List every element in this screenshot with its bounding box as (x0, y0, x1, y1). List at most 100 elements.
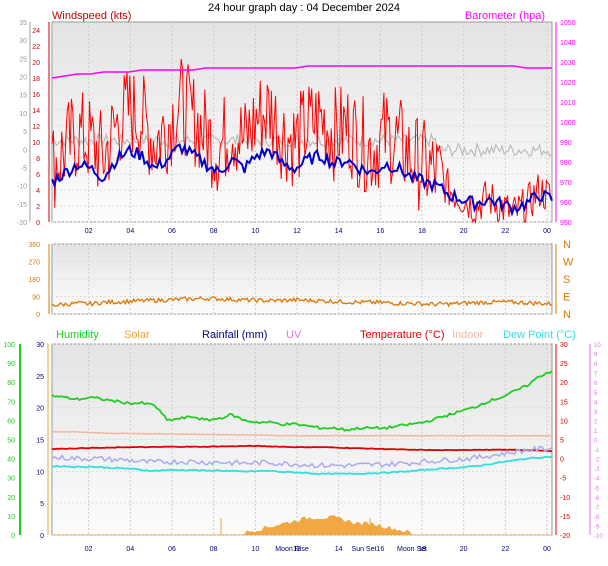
humidity-tick-label: 90 (7, 361, 15, 368)
compass-tick-label: S (563, 274, 570, 286)
right-axis-tick-label: 970 (560, 180, 572, 187)
temp-tick-label: 15 (560, 399, 568, 406)
right-axis-tick-label: 980 (560, 160, 572, 167)
compass-tick-label: E (563, 292, 570, 304)
temp-tick-label: -5 (560, 476, 566, 483)
humidity-tick-label: 70 (7, 399, 15, 406)
temp-tick-label: 20 (560, 380, 568, 387)
left-axis-tick-label: 12 (32, 124, 40, 131)
series-barometer-line (51, 65, 552, 79)
legend-label: Temperature (°C) (360, 329, 444, 341)
series-windspeed-line (51, 58, 553, 224)
temp-tick-label: 10 (560, 418, 568, 425)
uv-tick-label: -7 (594, 505, 600, 511)
uv-tick-label: 0 (594, 439, 598, 445)
x-tick-label: 16 (376, 546, 384, 553)
right-axis-title: Barometer (hpa) (465, 10, 545, 22)
outer-left-tick-label: 25 (19, 56, 27, 63)
uv-tick-label: -8 (594, 515, 600, 521)
x-tick-label: 22 (501, 546, 509, 553)
event-annotation: Sun Set (352, 546, 377, 553)
legend-label: Indoor (452, 329, 484, 341)
outer-left-tick-label: 0 (23, 147, 27, 154)
uv-tick-label: -2 (594, 458, 600, 464)
x-tick-label: 12 (293, 228, 301, 235)
temp-tick-label: 30 (560, 342, 568, 349)
x-tick-label: 14 (335, 546, 343, 553)
temp-tick-label: -10 (560, 495, 570, 502)
humidity-tick-label: 30 (7, 476, 15, 483)
x-tick-label: 22 (501, 228, 509, 235)
left-axis-tick-label: 22 (32, 44, 40, 51)
left-axis-tick-label: 10 (32, 140, 40, 147)
series-dewpoint-line (51, 455, 553, 476)
rain-tick-label: 20 (36, 406, 44, 413)
x-tick-label: 20 (460, 546, 468, 553)
outer-left-tick-label: 10 (19, 111, 27, 118)
left-axis-tick-label: 180 (28, 277, 40, 284)
x-tick-label: 02 (85, 228, 93, 235)
left-axis-tick-label: 24 (32, 28, 40, 35)
rain-tick-label: 10 (36, 469, 44, 476)
x-tick-label: 04 (126, 228, 134, 235)
humidity-tick-label: 0 (11, 533, 15, 540)
uv-tick-label: 9 (594, 353, 598, 359)
uv-tick-label: 6 (594, 381, 598, 387)
legend-label: UV (286, 329, 302, 341)
outer-left-tick-label: 5 (23, 129, 27, 136)
uv-tick-label: -10 (594, 534, 603, 540)
plot-area (51, 21, 553, 223)
temp-tick-label: 0 (560, 457, 564, 464)
legend-label: Humidity (56, 329, 99, 341)
outer-left-tick-label: -5 (21, 165, 27, 172)
legend-label: Rainfall (mm) (202, 329, 267, 341)
series-wind-direction-line (51, 295, 553, 308)
outer-left-tick-label: 30 (19, 38, 27, 45)
left-axis-tick-label: 16 (32, 92, 40, 99)
rain-tick-label: 15 (36, 438, 44, 445)
uv-tick-label: 4 (594, 400, 598, 406)
right-axis-tick-label: 1000 (560, 120, 576, 127)
uv-tick-label: -5 (594, 486, 600, 492)
outer-left-tick-label: 20 (19, 75, 27, 82)
left-axis-tick-label: 20 (32, 60, 40, 67)
x-tick-label: 02 (85, 546, 93, 553)
left-axis-tick-label: 4 (36, 188, 40, 195)
x-tick-label: 06 (168, 228, 176, 235)
event-annotation: Moon Rise (275, 546, 309, 553)
uv-tick-label: -4 (594, 477, 600, 483)
humidity-tick-label: 80 (7, 380, 15, 387)
x-tick-label: 16 (376, 228, 384, 235)
x-tick-label: 14 (335, 228, 343, 235)
x-tick-label: 10 (251, 546, 259, 553)
temp-tick-label: -15 (560, 514, 570, 521)
right-axis-tick-label: 1010 (560, 100, 576, 107)
series-indoor-line (51, 431, 553, 437)
temp-humidity-panel: Humidity Solar Rainfall (mm) UV Temperature … (3, 329, 603, 553)
right-axis-tick-label: 1040 (560, 40, 576, 47)
rain-tick-label: 25 (36, 374, 44, 381)
series-dew-light-line (51, 445, 553, 469)
left-axis-tick-label: 8 (36, 156, 40, 163)
right-axis-tick-label: 990 (560, 140, 572, 147)
uv-tick-label: 5 (594, 391, 598, 397)
uv-tick-label: -9 (594, 524, 600, 530)
left-axis-tick-label: 270 (28, 260, 40, 267)
left-axis-tick-label: 360 (28, 242, 40, 249)
uv-tick-label: -1 (594, 448, 600, 454)
series-wind-average-line (51, 143, 553, 217)
page-title: 24 hour graph day : 04 December 2024 (208, 2, 400, 14)
right-axis-tick-label: 950 (560, 220, 572, 227)
series-temperature-line (51, 444, 553, 453)
outer-left-tick-label: -15 (17, 202, 27, 209)
x-tick-label: 00 (543, 228, 551, 235)
outer-left-tick-label: 15 (19, 93, 27, 100)
left-axis-tick-label: 2 (36, 204, 40, 211)
legend-label: Solar (124, 329, 150, 341)
outer-left-tick-label: 35 (19, 20, 27, 27)
uv-tick-label: 10 (594, 343, 601, 349)
compass-tick-label: N (563, 239, 571, 251)
x-tick-label: 08 (210, 228, 218, 235)
